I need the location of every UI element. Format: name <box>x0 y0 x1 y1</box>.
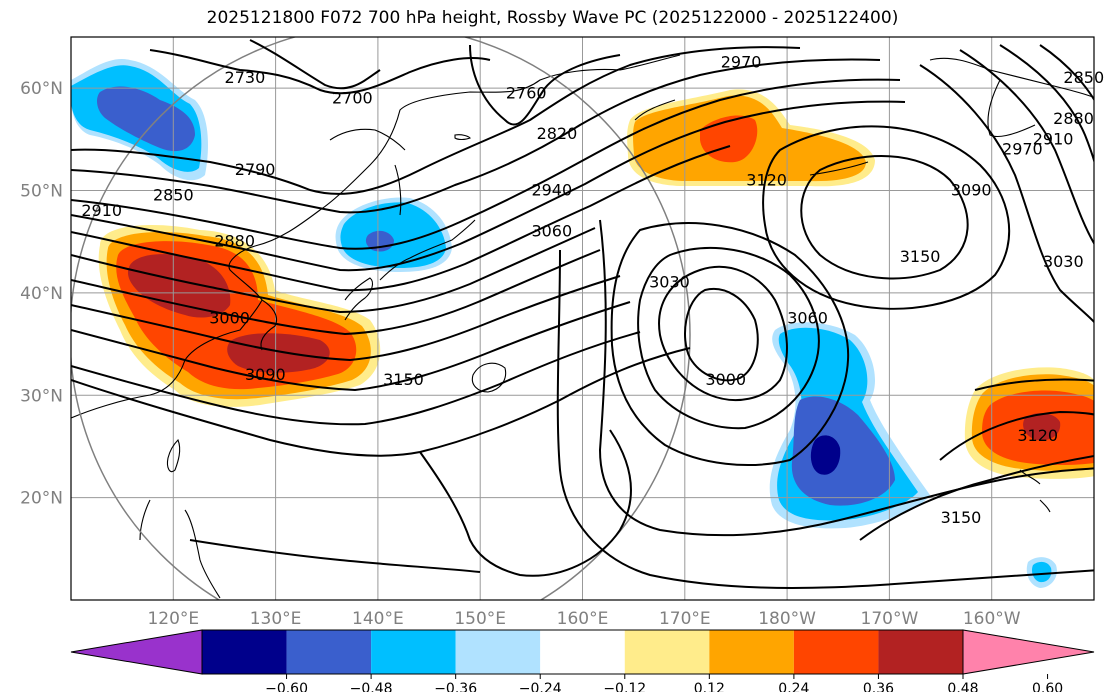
contour-label: 2970 <box>721 53 762 72</box>
contour-label: 2880 <box>1053 109 1094 128</box>
contour-label: 2970 <box>1002 140 1043 159</box>
contour-label: 2850 <box>1063 68 1104 87</box>
contour-label: 2910 <box>1033 129 1074 148</box>
longitude-tick-label: 160°W <box>963 609 1021 629</box>
colorbar-tick-label: 0.60 <box>1032 681 1063 692</box>
colorbar-segment <box>455 630 541 674</box>
contour-label: 2910 <box>81 201 122 220</box>
longitude-tick-label: 140°E <box>352 609 404 629</box>
contour-label: 3150 <box>900 247 941 266</box>
colorbar-segment <box>540 630 625 674</box>
latitude-tick-label: 20°N <box>20 489 63 509</box>
colorbar-tick-label: 0.36 <box>863 681 894 692</box>
contour-label: 3030 <box>649 273 690 292</box>
contour-label: 2760 <box>506 83 547 102</box>
contour-label: 3000 <box>209 309 250 328</box>
contour-label: 2940 <box>531 181 572 200</box>
contour-label: 3030 <box>1043 252 1084 271</box>
colorbar-tick-label: −0.36 <box>434 681 477 692</box>
colorbar-segment <box>624 630 710 674</box>
colorbar-tick-label: −0.60 <box>265 681 308 692</box>
colorbar-tick-label: 0.24 <box>778 681 809 692</box>
height-contours <box>71 39 1094 589</box>
latitude-tick-label: 30°N <box>20 386 63 406</box>
colorbar-tick-label: 0.48 <box>947 681 978 692</box>
contour-label: 2730 <box>225 68 266 87</box>
contour-label: 2880 <box>214 232 255 251</box>
contour-label: 3060 <box>531 221 572 240</box>
longitude-tick-label: 170°W <box>861 609 919 629</box>
colorbar-outline <box>201 629 964 675</box>
contour-label: 2820 <box>537 124 578 143</box>
longitude-tick-label: 120°E <box>147 609 199 629</box>
latitude-tick-label: 40°N <box>20 284 63 304</box>
positive-anomaly-core <box>1023 413 1061 441</box>
positive-anomaly-core <box>127 254 231 318</box>
colorbar-segment <box>793 630 879 674</box>
contour-label: 3120 <box>1017 426 1058 445</box>
contour-label: 3000 <box>705 370 746 389</box>
colorbar-extend-low <box>70 629 203 675</box>
negative-anomaly-core <box>791 396 895 506</box>
contour-label: 3120 <box>746 170 787 189</box>
negative-anomaly-core <box>97 86 195 152</box>
longitude-tick-label: 130°E <box>250 609 302 629</box>
colorbar-segment <box>878 630 963 674</box>
contour-label: 2790 <box>235 160 276 179</box>
longitude-tick-label: 170°E <box>659 609 711 629</box>
contour-label: 3150 <box>383 370 424 389</box>
colorbar-segment <box>371 630 456 674</box>
longitude-tick-label: 180°W <box>758 609 816 629</box>
contour-label: 3090 <box>245 365 286 384</box>
colorbar-extend-high <box>962 629 1095 675</box>
map-title: 2025121800 F072 700 hPa height, Rossby W… <box>206 8 899 28</box>
latitude-tick-label: 60°N <box>20 79 63 99</box>
negative-anomaly-core <box>810 435 841 475</box>
negative-anomaly-region <box>340 202 446 268</box>
contour-label: 2850 <box>153 186 194 205</box>
latitude-ticks: 20°N 30°N 40°N 50°N 60°N <box>20 79 63 508</box>
contour-label: 3150 <box>941 508 982 527</box>
contour-label: 3090 <box>951 181 992 200</box>
longitude-tick-label: 150°E <box>454 609 506 629</box>
colorbar-tick-label: −0.48 <box>350 681 393 692</box>
colorbar-segment <box>709 630 794 674</box>
latitude-tick-label: 50°N <box>20 182 63 202</box>
longitude-ticks: 120°E 130°E 140°E 150°E 160°E 170°E 180°W 170°W… <box>147 609 1020 629</box>
negative-anomaly-region <box>1031 561 1052 583</box>
contour-label: 2700 <box>332 88 373 107</box>
colorbar-segment <box>286 630 372 674</box>
map-frame <box>70 36 1095 601</box>
reference-circle <box>71 37 691 600</box>
colorbar-tick-label: −0.12 <box>603 681 646 692</box>
colorbar: −0.60 −0.48 −0.36 −0.24 −0.12 0.12 0.24 0.36 0.4… <box>70 629 1095 692</box>
contour-label: 3060 <box>787 309 828 328</box>
positive-anomaly-core <box>227 333 330 373</box>
longitude-tick-label: 160°E <box>557 609 609 629</box>
colorbar-tick-label: 0.12 <box>694 681 725 692</box>
colorbar-segment <box>202 630 287 674</box>
colorbar-tick-label: −0.24 <box>519 681 562 692</box>
